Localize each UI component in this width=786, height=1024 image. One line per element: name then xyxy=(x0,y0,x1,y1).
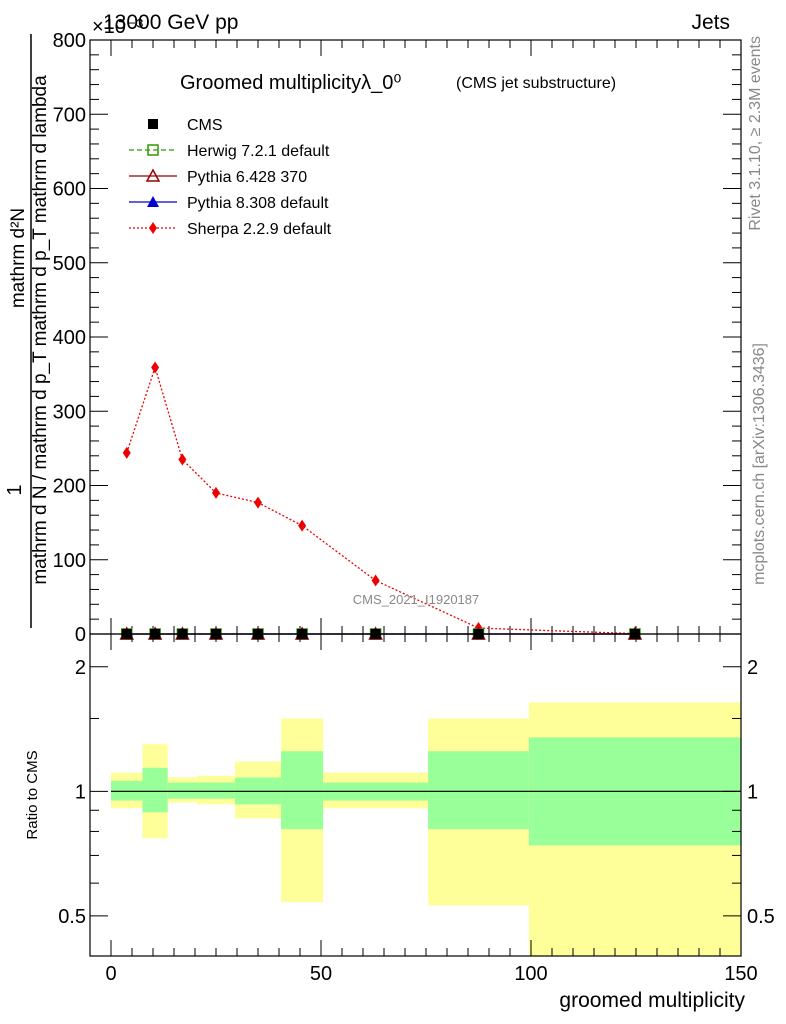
exponent-label: ×10⁻³ xyxy=(92,16,143,38)
legend-marker xyxy=(147,196,159,207)
data-point xyxy=(178,453,187,466)
legend-marker xyxy=(149,222,157,234)
ratio-inner-band xyxy=(428,751,529,830)
ratio-y-tick-label: 1 xyxy=(75,781,86,803)
chart-title: Groomed multiplicityλ_0⁰ xyxy=(180,72,401,94)
y-tick-label: 700 xyxy=(53,104,86,126)
x-tick-label: 150 xyxy=(724,963,757,985)
x-tick-label: 50 xyxy=(310,963,332,985)
legend-entry: Herwig 7.2.1 default xyxy=(129,143,330,160)
data-point xyxy=(254,496,262,509)
legend-label: Pythia 6.428 370 xyxy=(187,169,307,186)
data-point xyxy=(122,446,131,459)
ylabel-prefix: 1 xyxy=(4,484,26,495)
legend-label: Sherpa 2.2.9 default xyxy=(187,221,332,238)
ratio-y-tick-label-right: 0.5 xyxy=(747,906,775,928)
ratio-inner-band xyxy=(167,782,198,799)
x-axis-label: groomed multiplicity xyxy=(559,989,745,1012)
mcplots-label: mcplots.cern.ch [arXiv:1306.3436] xyxy=(751,343,768,585)
legend-marker xyxy=(145,168,161,182)
header-right: Jets xyxy=(691,11,730,34)
main-axis-ticks: 0 100 200 300 400 500 600 700 800 xyxy=(53,30,742,646)
ratio-y-tick-label: 2 xyxy=(75,657,86,679)
legend-label: Pythia 8.308 default xyxy=(187,195,329,212)
chart-subtitle: (CMS jet substructure) xyxy=(456,75,616,92)
y-tick-label: 0 xyxy=(75,624,86,646)
ratio-y-tick-label-right: 1 xyxy=(747,781,758,803)
ratio-bands xyxy=(111,702,741,956)
ratio-y-tick-label: 0.5 xyxy=(58,906,86,928)
ylabel-denominator: mathrm d N / mathrm d p_T mathrm d p_T m… xyxy=(30,75,51,585)
legend-label: Herwig 7.2.1 default xyxy=(187,143,330,160)
legend-entry: Pythia 6.428 370 xyxy=(129,168,307,186)
ratio-frame xyxy=(89,633,742,957)
main-title: Groomed multiplicityλ_0⁰ (CMS jet substr… xyxy=(180,72,616,94)
ratio-inner-band xyxy=(142,767,168,813)
y-tick-label: 800 xyxy=(53,30,86,52)
data-point xyxy=(212,486,220,499)
ratio-panel: 0.5 0.5 1 1 2 2 0 50 100 150 xyxy=(58,633,775,985)
ratio-ylabel: Ratio to CMS xyxy=(24,750,41,839)
y-tick-label: 400 xyxy=(53,327,86,349)
legend-label: CMS xyxy=(187,117,223,134)
legend-marker xyxy=(148,119,158,129)
main-ylabel: 1 mathrm d²N mathrm d N / mathrm d p_T m… xyxy=(4,34,51,628)
rivet-label: Rivet 3.1.10, ≥ 2.3M events xyxy=(747,36,764,231)
ratio-axis-ticks: 0.5 0.5 1 1 2 2 0 50 100 150 xyxy=(58,634,775,985)
data-point xyxy=(298,519,307,532)
ratio-inner-band xyxy=(281,751,324,830)
x-tick-label: 0 xyxy=(105,963,116,985)
y-tick-label: 500 xyxy=(53,253,86,275)
y-tick-label: 600 xyxy=(53,179,86,201)
legend-entry: CMS xyxy=(148,117,223,134)
ratio-inner-band xyxy=(197,782,235,799)
header-left: 13000 GeV pp xyxy=(103,11,238,34)
y-tick-label: 100 xyxy=(53,550,86,572)
y-tick-label: 300 xyxy=(53,401,86,423)
ratio-y-tick-label-right: 2 xyxy=(747,657,758,679)
ylabel-numerator: mathrm d²N xyxy=(8,208,29,308)
y-tick-label: 200 xyxy=(53,476,86,498)
data-point xyxy=(151,361,160,374)
ratio-inner-band xyxy=(111,780,143,801)
data-point xyxy=(371,574,380,587)
x-tick-label: 100 xyxy=(514,963,547,985)
legend: CMS Herwig 7.2.1 default Pythia 6.428 370 P… xyxy=(129,117,332,238)
analysis-watermark: CMS_2021_I1920187 xyxy=(353,592,480,607)
legend-marker xyxy=(147,144,159,156)
legend-entry: Sherpa 2.2.9 default xyxy=(129,221,332,238)
legend-entry: Pythia 8.308 default xyxy=(129,195,329,212)
